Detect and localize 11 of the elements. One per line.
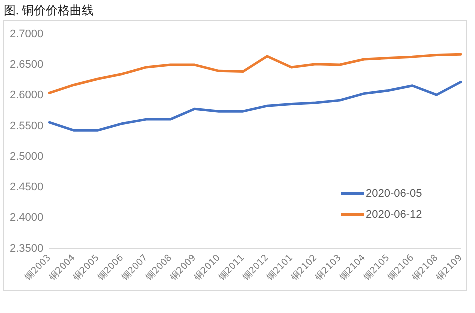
y-tick-label: 2.3500 <box>10 242 44 255</box>
legend-label: 2020-06-12 <box>366 208 422 221</box>
y-tick-label: 2.7000 <box>10 28 44 40</box>
y-tick-label: 2.4500 <box>10 182 44 194</box>
y-tick-label: 2.4000 <box>10 212 44 224</box>
y-tick-label: 2.5500 <box>10 120 44 132</box>
chart-title: 图. 铜价价格曲线 <box>4 3 94 18</box>
y-tick-label: 2.6500 <box>10 59 44 72</box>
y-tick-label: 2.5000 <box>10 150 44 163</box>
y-tick-label: 2.6000 <box>10 90 44 102</box>
legend-label: 2020-06-05 <box>366 188 422 200</box>
